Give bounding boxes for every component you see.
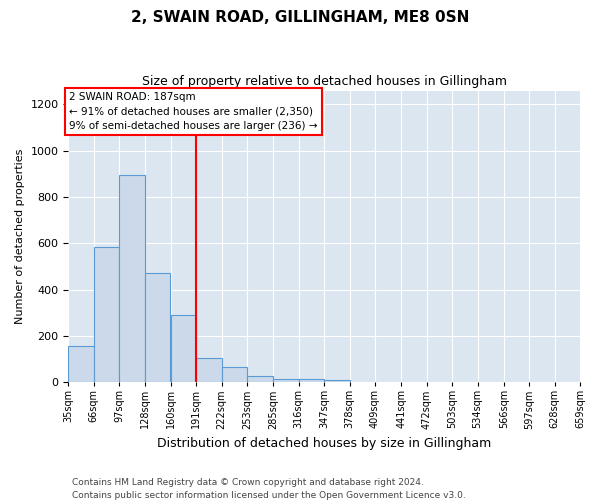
Title: Size of property relative to detached houses in Gillingham: Size of property relative to detached ho… xyxy=(142,75,507,88)
Bar xyxy=(324,380,350,382)
Bar xyxy=(247,376,272,382)
Bar xyxy=(299,379,324,382)
Bar xyxy=(145,274,170,382)
Bar xyxy=(171,315,196,382)
Y-axis label: Number of detached properties: Number of detached properties xyxy=(15,148,25,324)
X-axis label: Distribution of detached houses by size in Gillingham: Distribution of detached houses by size … xyxy=(157,437,491,450)
Text: Contains HM Land Registry data © Crown copyright and database right 2024.
Contai: Contains HM Land Registry data © Crown c… xyxy=(72,478,466,500)
Text: 2, SWAIN ROAD, GILLINGHAM, ME8 0SN: 2, SWAIN ROAD, GILLINGHAM, ME8 0SN xyxy=(131,10,469,25)
Bar xyxy=(94,247,119,382)
Bar xyxy=(196,358,222,382)
Bar xyxy=(119,175,145,382)
Bar xyxy=(274,379,299,382)
Text: 2 SWAIN ROAD: 187sqm
← 91% of detached houses are smaller (2,350)
9% of semi-det: 2 SWAIN ROAD: 187sqm ← 91% of detached h… xyxy=(69,92,318,132)
Bar xyxy=(222,367,247,382)
Bar xyxy=(68,346,94,382)
